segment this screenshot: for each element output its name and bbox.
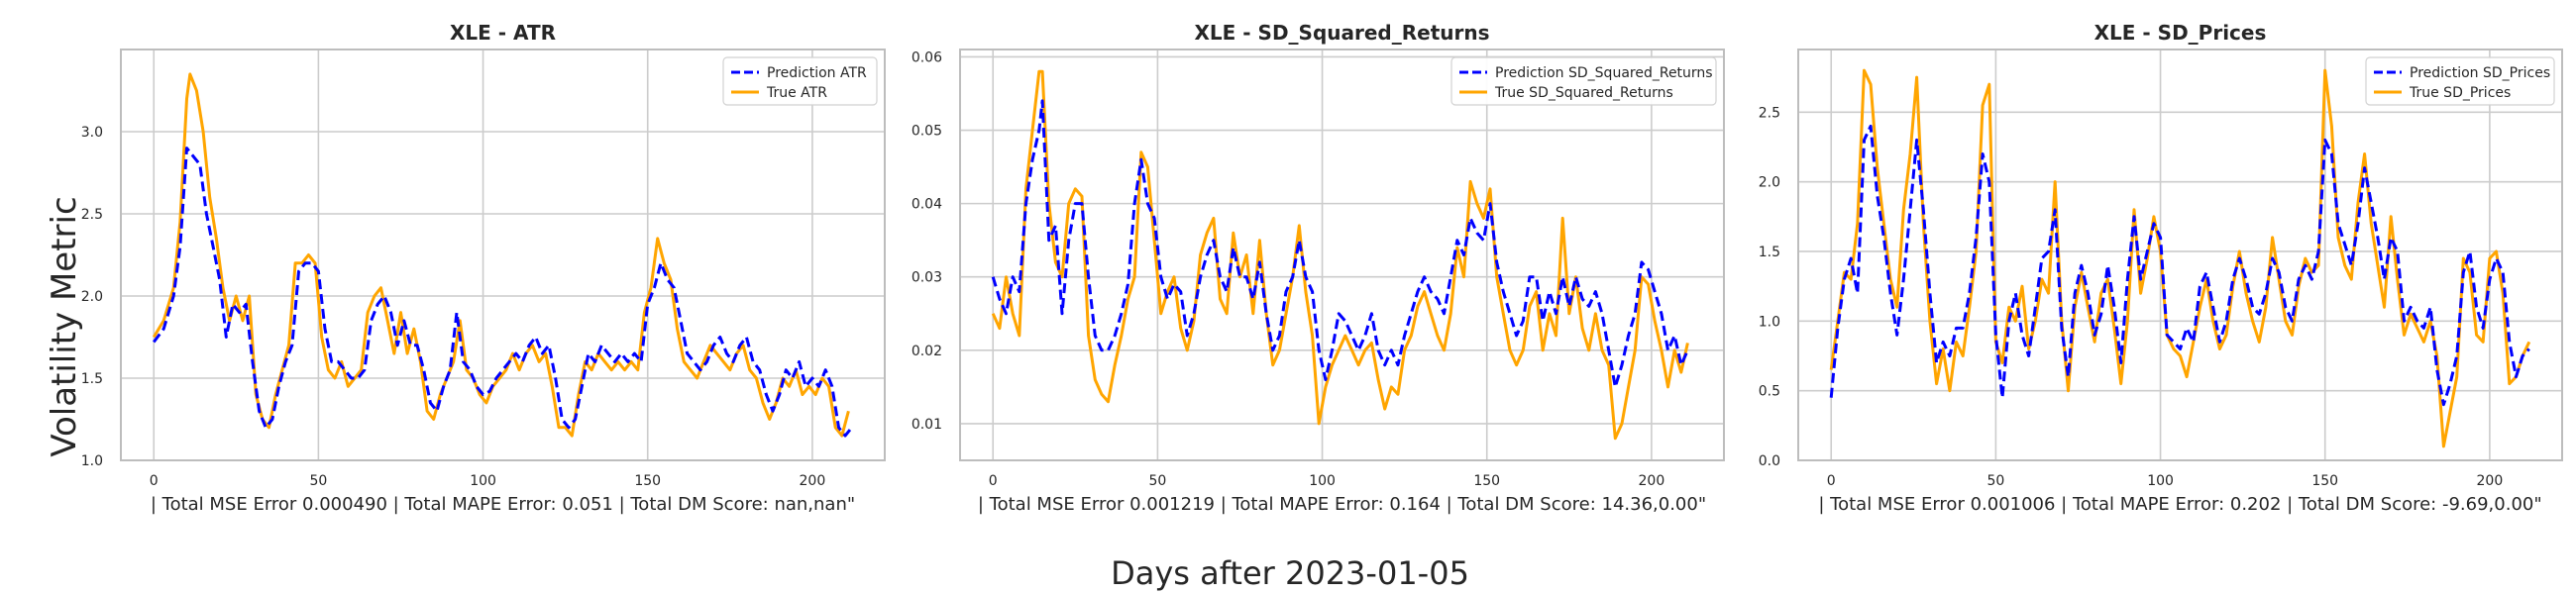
y-tick-label: 0.06 <box>912 50 942 65</box>
shared-x-axis-label: Days after 2023-01-05 <box>1111 554 1469 592</box>
x-tick-label: 200 <box>1639 473 1665 489</box>
legend: Prediction ATR True ATR <box>722 56 878 106</box>
prediction-line <box>1829 124 2530 407</box>
y-tick-label: 0.05 <box>912 124 942 140</box>
legend: Prediction SD_Prices True SD_Prices <box>2365 56 2555 106</box>
legend-entry: True SD_Prices <box>2409 85 2511 101</box>
y-tick-label: 1.5 <box>81 371 103 387</box>
shared-y-axis-label: Volatility Metric <box>45 196 84 456</box>
x-tick-label: 0 <box>150 473 159 489</box>
plot-area <box>960 50 1724 460</box>
x-tick-label: 50 <box>1986 473 2004 489</box>
true-line <box>1829 68 2531 448</box>
y-tick-label: 1.0 <box>1759 314 1780 330</box>
axes-frame <box>1797 49 2563 461</box>
y-tick-label: 0.04 <box>912 197 942 213</box>
subplot-x-label: | Total MSE Error 0.001006 | Total MAPE … <box>1818 494 2541 515</box>
legend-entry: True ATR <box>766 85 827 101</box>
plot-area <box>121 50 885 460</box>
subplot-title: XLE - SD_Squared_Returns <box>1194 21 1489 45</box>
y-tick-label: 2.5 <box>81 207 103 223</box>
subplot-3: 0 50 100 150 200 0.0 0.5 1.0 1.5 2.0 2.5 XLE - SD_P… <box>1759 21 2563 515</box>
legend: Prediction SD_Squared_Returns True SD_Squ… <box>1450 56 1717 106</box>
y-tick-label: 1.5 <box>1759 245 1780 260</box>
y-tick-label: 2.5 <box>1759 105 1780 121</box>
x-tick-label: 50 <box>309 473 327 489</box>
x-tick-label: 0 <box>1827 473 1836 489</box>
x-tick-label: 0 <box>989 473 998 489</box>
subplot-x-label: | Total MSE Error 0.000490 | Total MAPE … <box>151 494 855 515</box>
subplot-x-label: | Total MSE Error 0.001219 | Total MAPE … <box>978 494 1706 515</box>
x-tick-label: 150 <box>1473 473 1500 489</box>
y-tick-label: 0.5 <box>1759 384 1780 400</box>
y-tick-label: 0.03 <box>912 270 942 286</box>
prediction-line <box>991 99 1689 389</box>
y-tick-label: 3.0 <box>81 125 103 141</box>
x-tick-label: 50 <box>1148 473 1166 489</box>
x-tick-label: 150 <box>634 473 661 489</box>
legend-box <box>2365 56 2555 106</box>
y-tick-label: 2.0 <box>81 289 103 305</box>
x-tick-label: 150 <box>2311 473 2338 489</box>
legend-entry: Prediction ATR <box>767 65 867 81</box>
axes-frame <box>120 49 886 461</box>
subplot-2: 0 50 100 150 200 0.01 0.02 0.03 0.04 0.05 0.06 XLE … <box>912 21 1725 515</box>
legend-box <box>722 56 878 106</box>
x-tick-label: 200 <box>2477 473 2504 489</box>
x-tick-label: 100 <box>2147 473 2174 489</box>
x-tick-label: 200 <box>800 473 826 489</box>
y-tick-label: 0.0 <box>1759 453 1780 469</box>
subplot-title: XLE - SD_Prices <box>2094 21 2267 45</box>
legend-box <box>1450 56 1717 106</box>
prediction-line <box>153 147 853 438</box>
subplots: 0 50 100 150 200 1.0 1.5 2.0 2.5 3.0 XLE - ATR | To… <box>81 21 2563 515</box>
subplot-1: 0 50 100 150 200 1.0 1.5 2.0 2.5 3.0 XLE - ATR | To… <box>81 21 886 515</box>
legend-entry: Prediction SD_Squared_Returns <box>1495 65 1713 81</box>
y-tick-label: 0.02 <box>912 344 942 359</box>
y-tick-label: 0.01 <box>912 417 942 433</box>
subplot-title: XLE - ATR <box>450 21 556 45</box>
y-tick-label: 1.0 <box>81 453 103 469</box>
y-tick-label: 2.0 <box>1759 175 1780 191</box>
legend-entry: True SD_Squared_Returns <box>1494 85 1673 101</box>
x-tick-label: 100 <box>470 473 496 489</box>
x-tick-label: 100 <box>1309 473 1336 489</box>
legend-entry: Prediction SD_Prices <box>2410 65 2550 81</box>
axes-frame <box>959 49 1725 461</box>
